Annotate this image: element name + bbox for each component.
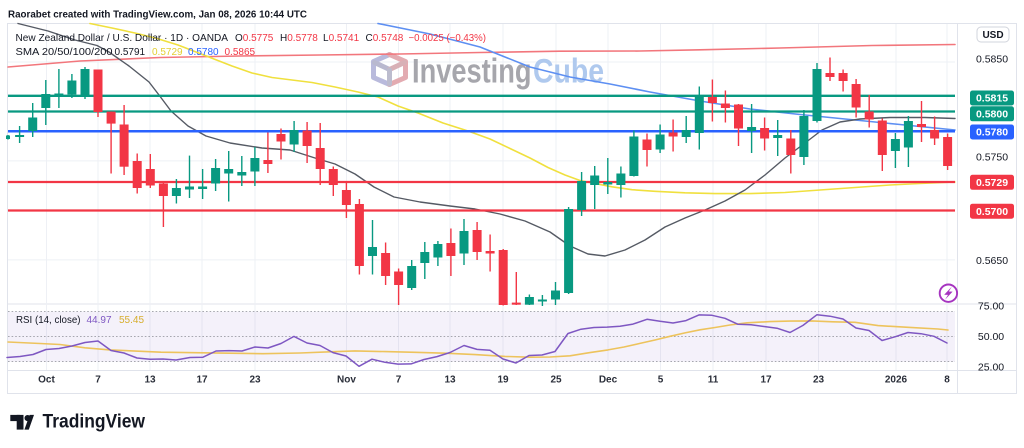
svg-text:7: 7 <box>95 375 101 386</box>
svg-text:Investing: Investing <box>412 52 532 90</box>
svg-text:USD: USD <box>982 30 1003 41</box>
svg-text:TradingView: TradingView <box>43 411 146 433</box>
svg-text:Nov: Nov <box>337 375 356 386</box>
svg-text:75.00: 75.00 <box>978 301 1004 313</box>
svg-text:Dec: Dec <box>599 375 618 386</box>
svg-text:0.5791: 0.5791 <box>115 47 146 58</box>
svg-text:0.5800: 0.5800 <box>976 108 1008 120</box>
svg-text:19: 19 <box>497 375 509 386</box>
svg-text:8: 8 <box>944 375 950 386</box>
svg-text:Oct: Oct <box>38 375 55 386</box>
svg-text:0.5780: 0.5780 <box>976 127 1008 139</box>
svg-text:44.97: 44.97 <box>87 315 112 326</box>
svg-text:0.5650: 0.5650 <box>976 255 1008 267</box>
svg-text:SMA 20/50/100/200: SMA 20/50/100/200 <box>16 47 113 58</box>
svg-text:23: 23 <box>249 375 261 386</box>
svg-text:5: 5 <box>658 375 664 386</box>
svg-text:−0.0025 (−0.43%): −0.0025 (−0.43%) <box>409 33 487 44</box>
svg-text:0.5815: 0.5815 <box>976 93 1008 105</box>
svg-text:Cube: Cube <box>533 52 604 90</box>
svg-text:25: 25 <box>550 375 562 386</box>
svg-text:RSI (14, close): RSI (14, close) <box>16 315 81 326</box>
svg-text:17: 17 <box>760 375 772 386</box>
svg-text:0.5865: 0.5865 <box>225 47 256 58</box>
svg-text:50.00: 50.00 <box>978 331 1004 343</box>
svg-text:0.5729: 0.5729 <box>976 177 1008 189</box>
svg-text:H0.5778: H0.5778 <box>280 33 318 44</box>
svg-text:0.5850: 0.5850 <box>976 54 1008 66</box>
svg-text:L0.5741: L0.5741 <box>323 33 360 44</box>
svg-text:0.5750: 0.5750 <box>976 152 1008 164</box>
svg-text:New Zealand Dollar / U.S. Doll: New Zealand Dollar / U.S. Dollar · 1D · … <box>16 33 229 44</box>
svg-text:13: 13 <box>144 375 156 386</box>
svg-text:13: 13 <box>444 375 456 386</box>
svg-text:C0.5748: C0.5748 <box>366 33 404 44</box>
svg-text:55.45: 55.45 <box>119 315 144 326</box>
svg-text:Raorabet created with TradingV: Raorabet created with TradingView.com, J… <box>8 9 307 21</box>
svg-text:2026: 2026 <box>885 375 908 386</box>
svg-text:11: 11 <box>708 375 719 386</box>
svg-text:0.5780: 0.5780 <box>188 47 219 58</box>
svg-text:0.5729: 0.5729 <box>152 47 183 58</box>
svg-text:17: 17 <box>196 375 208 386</box>
svg-text:0.5700: 0.5700 <box>976 206 1008 218</box>
svg-text:O0.5775: O0.5775 <box>235 33 274 44</box>
svg-text:25.00: 25.00 <box>978 362 1004 374</box>
svg-text:7: 7 <box>396 375 402 386</box>
svg-text:23: 23 <box>813 375 825 386</box>
